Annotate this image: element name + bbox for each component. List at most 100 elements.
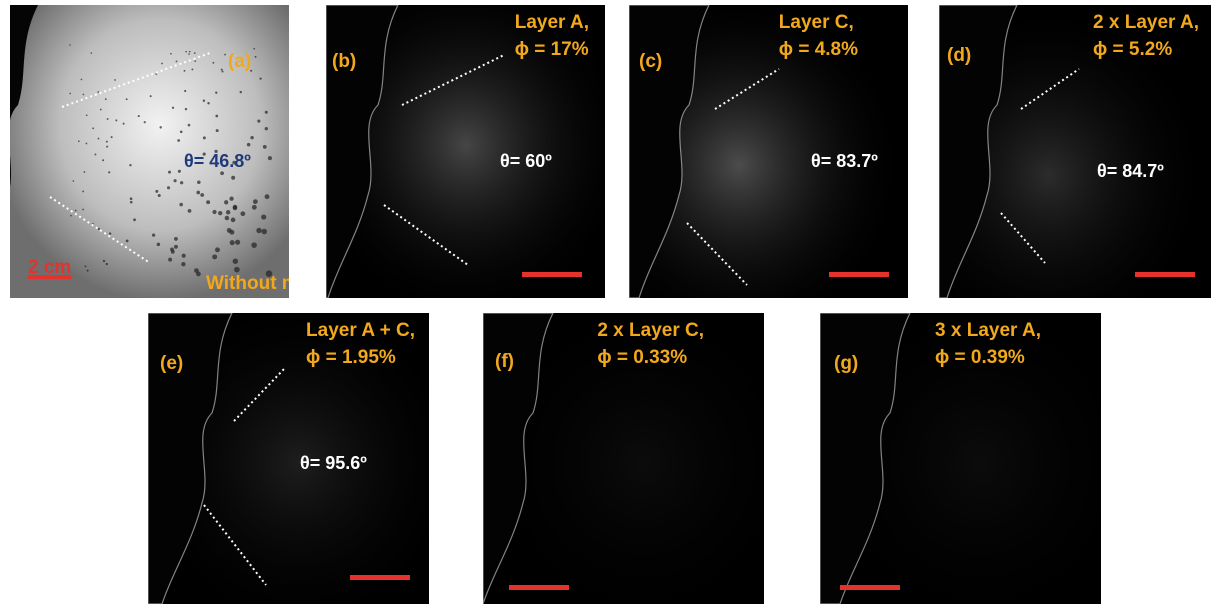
droplet (185, 108, 187, 110)
droplet (170, 247, 174, 251)
panel-label: (g) (834, 353, 858, 375)
droplet (240, 91, 242, 93)
panel-label: (f) (495, 351, 514, 373)
droplet (105, 98, 107, 100)
droplet (261, 214, 266, 219)
droplet (233, 206, 238, 211)
droplet (185, 51, 187, 53)
droplet (240, 211, 245, 216)
droplet (265, 194, 270, 199)
droplet (92, 127, 94, 129)
panel-title: Layer C,ϕ = 4.8% (779, 9, 858, 63)
layer-name: 2 x Layer A, (1093, 9, 1199, 36)
panel-title: 3 x Layer A,ϕ = 0.39% (935, 317, 1041, 371)
droplet (224, 200, 228, 204)
panel-label: (e) (160, 353, 183, 375)
droplet (194, 52, 196, 54)
droplet (150, 95, 152, 97)
droplet (130, 201, 133, 204)
droplet (173, 179, 176, 182)
droplet (207, 102, 209, 104)
droplet (98, 228, 100, 230)
image-panel: (e)Layer A + C,ϕ = 1.95%θ= 95.6º (148, 313, 429, 604)
droplet (106, 146, 108, 148)
scale-bar (829, 272, 889, 277)
panel-title: 2 x Layer C,ϕ = 0.33% (597, 317, 704, 371)
filtration-value: ϕ = 1.95% (306, 344, 415, 371)
droplet (70, 215, 72, 217)
droplet (179, 203, 183, 207)
droplet (255, 56, 257, 58)
droplet (167, 186, 170, 189)
droplet (251, 242, 257, 248)
droplet (194, 60, 196, 62)
droplet (191, 68, 193, 70)
panel-title: Layer A,ϕ = 17% (515, 9, 589, 63)
droplet (259, 77, 261, 79)
droplet (155, 190, 158, 193)
panel-label: (c) (639, 51, 662, 73)
droplet (235, 240, 240, 245)
droplet (226, 210, 230, 214)
droplet (97, 91, 99, 93)
droplet (82, 191, 84, 193)
droplet (109, 232, 111, 234)
droplet (129, 164, 131, 166)
droplet (126, 239, 129, 242)
droplet (215, 247, 220, 252)
droplet (157, 243, 161, 247)
droplet (182, 254, 186, 258)
droplet (94, 154, 96, 156)
droplet (69, 44, 71, 46)
droplet (218, 211, 222, 215)
scale-bar (1135, 272, 1195, 277)
droplet (114, 79, 116, 81)
scale-bar (350, 575, 410, 580)
droplet (100, 109, 102, 111)
droplet (91, 52, 93, 54)
droplet (107, 118, 109, 120)
droplet (174, 237, 178, 241)
droplet (196, 191, 200, 195)
droplet (231, 176, 235, 180)
droplet (188, 124, 191, 127)
droplet (172, 107, 174, 109)
droplet (188, 209, 192, 213)
droplet (253, 48, 255, 50)
droplet (138, 115, 140, 117)
droplet (216, 129, 219, 132)
panel-title: 2 x Layer A,ϕ = 5.2% (1093, 9, 1199, 63)
droplet (230, 240, 235, 245)
droplet (82, 209, 84, 211)
figure: (a)θ= 46.8º2 cmWithout mask(b)Layer A,ϕ … (0, 0, 1215, 604)
droplet (174, 245, 178, 249)
droplet (197, 180, 201, 184)
image-panel: (g) 3 x Layer A,ϕ = 0.39% (820, 313, 1101, 604)
panel-label: (a) (228, 51, 251, 73)
droplet (224, 54, 226, 56)
droplet (180, 130, 183, 133)
image-panel: (f) 2 x Layer C,ϕ = 0.33% (483, 313, 764, 604)
droplet (126, 98, 128, 100)
layer-name: 3 x Layer A, (935, 317, 1041, 344)
droplet (261, 229, 267, 235)
droplet (268, 156, 272, 160)
droplet (247, 143, 251, 147)
cone-angle: θ= 60º (500, 151, 552, 172)
droplet (130, 197, 133, 200)
droplet (152, 233, 155, 236)
droplet (184, 90, 186, 92)
cone-angle: θ= 46.8º (184, 151, 251, 172)
droplet (144, 121, 146, 123)
droplet (188, 53, 190, 55)
droplet (83, 171, 85, 173)
droplet (200, 193, 204, 197)
image-panel: (c)Layer C,ϕ = 4.8%θ= 83.7º (629, 5, 908, 298)
droplet (86, 114, 88, 116)
filtration-value: ϕ = 0.39% (935, 344, 1041, 371)
droplet (176, 60, 178, 62)
droplet (69, 93, 71, 95)
droplet (184, 70, 186, 72)
droplet (111, 136, 113, 138)
